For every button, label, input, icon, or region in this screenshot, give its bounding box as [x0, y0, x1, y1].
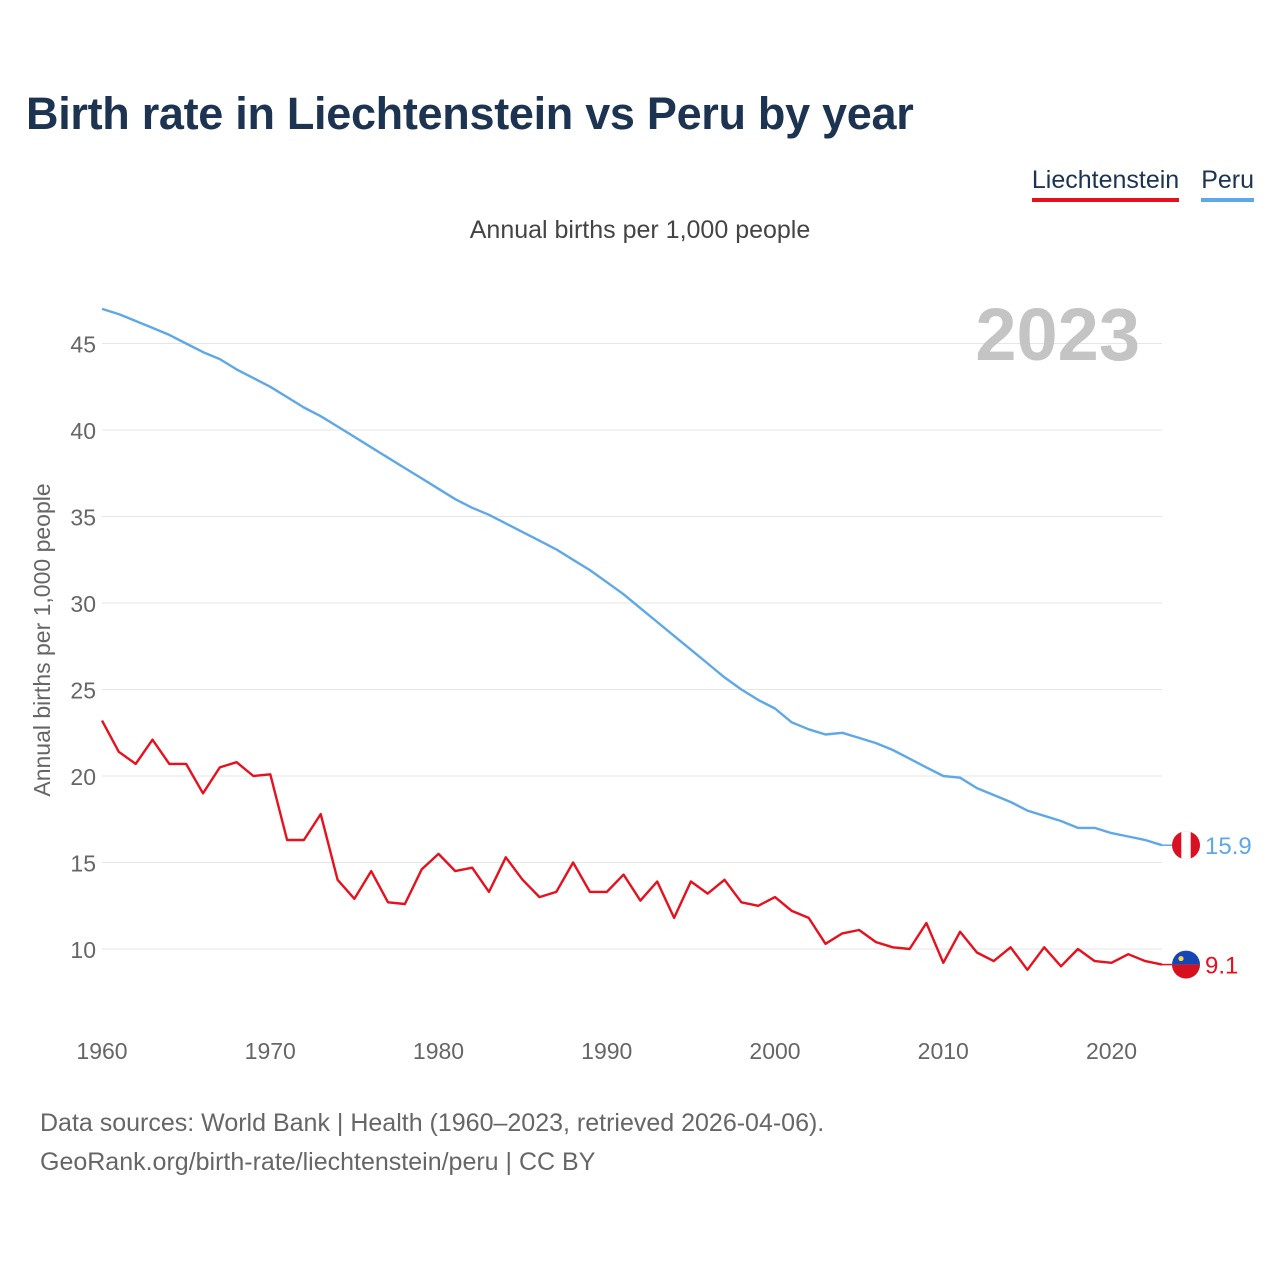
x-axis-ticks: 1960 1970 1980 1990 2000 2010 2020	[76, 1038, 1137, 1064]
series-line-liechtenstein[interactable]	[100, 720, 1163, 971]
peru-end-label: 15.9	[1205, 833, 1252, 860]
liechtenstein-flag-icon	[1172, 950, 1200, 979]
x-tick-label: 1980	[413, 1038, 464, 1064]
x-tick-label: 1990	[581, 1038, 632, 1064]
legend: Liechtenstein Peru	[1031, 166, 1254, 202]
x-tick-label: 2010	[918, 1038, 969, 1064]
y-tick-label: 15	[70, 851, 96, 877]
y-tick-label: 30	[70, 591, 96, 617]
year-watermark: 2023	[975, 293, 1140, 376]
x-tick-label: 1960	[76, 1038, 127, 1064]
y-tick-label: 45	[70, 332, 96, 358]
y-tick-label: 35	[70, 505, 96, 531]
y-tick-label: 25	[70, 678, 96, 704]
source-link[interactable]: GeoRank.org/birth-rate/liechtenstein/per…	[40, 1148, 596, 1176]
chart-subtitle: Annual births per 1,000 people	[469, 216, 811, 244]
y-axis-ticks: 10 15 20 25 30 35 40 45	[70, 332, 96, 964]
series-lines	[100, 307, 1163, 971]
footer: Data sources: World Bank | Health (1960–…	[40, 1104, 824, 1182]
legend-item-liechtenstein[interactable]: Liechtenstein	[1031, 166, 1180, 202]
peru-flag-icon	[1172, 831, 1200, 860]
x-tick-label: 2000	[749, 1038, 800, 1064]
y-axis-label: Annual births per 1,000 people	[29, 483, 55, 796]
x-tick-label: 1970	[245, 1038, 296, 1064]
y-tick-label: 40	[70, 418, 96, 444]
legend-item-peru[interactable]: Peru	[1201, 166, 1254, 202]
x-tick-label: 2020	[1086, 1038, 1137, 1064]
page-title: Birth rate in Liechtenstein vs Peru by y…	[26, 88, 914, 139]
y-tick-label: 10	[70, 937, 96, 963]
series-line-peru[interactable]	[101, 307, 1163, 847]
birth-rate-chart: 10 15 20 25 30 35 40 45 1960 1970 1980 1990 2000 201…	[29, 293, 1252, 1064]
end-markers: 15.9 9.1	[1162, 831, 1252, 980]
y-tick-label: 20	[70, 764, 96, 790]
grid-lines	[102, 343, 1162, 950]
source-note: Data sources: World Bank | Health (1960–…	[40, 1109, 825, 1137]
liechtenstein-end-label: 9.1	[1205, 953, 1238, 980]
